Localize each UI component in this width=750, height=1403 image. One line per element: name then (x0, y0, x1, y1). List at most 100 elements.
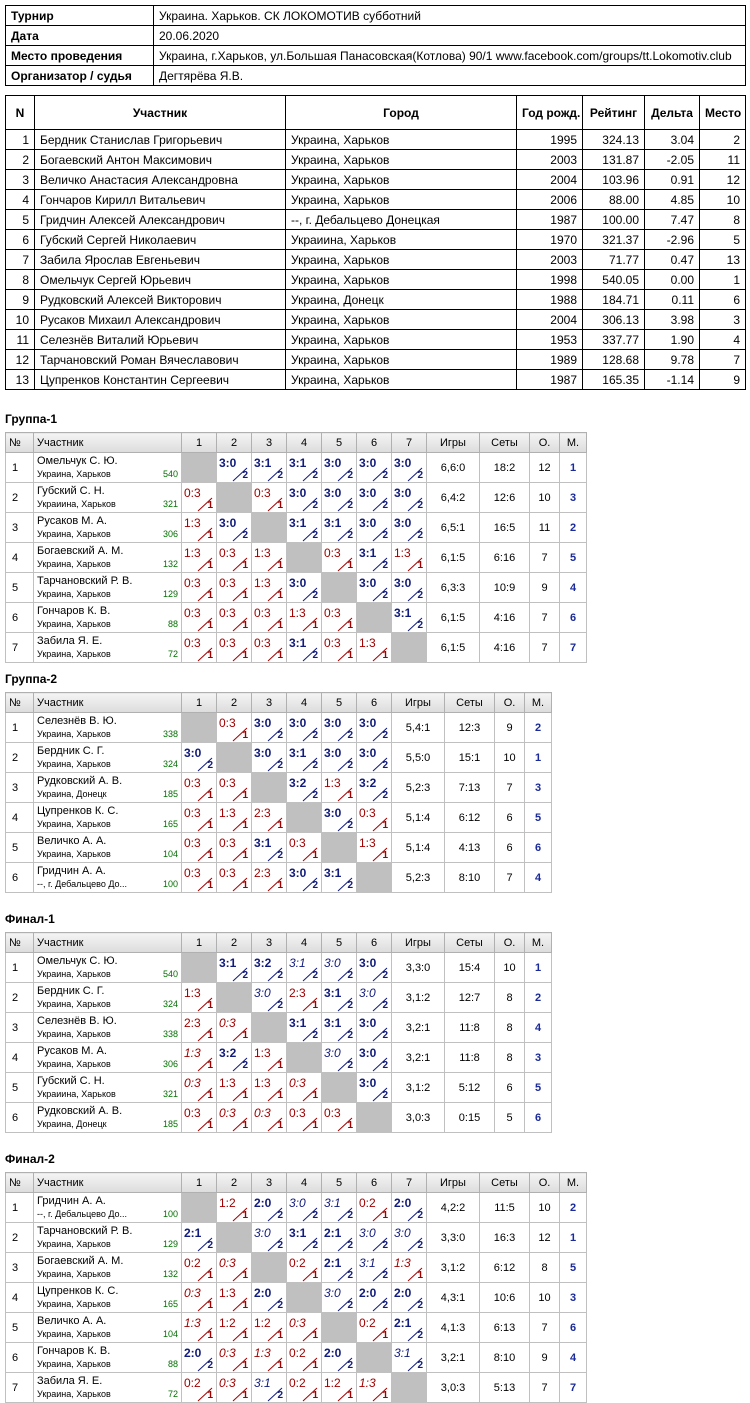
sets: 6:16 (479, 542, 530, 573)
total-points: 8 (494, 982, 525, 1013)
slash (372, 1327, 388, 1342)
player-cell: 13 (5, 369, 35, 390)
player-cell: Тарчановский Роман Вячеславович (34, 349, 286, 370)
city: Украина, Харьков (37, 1389, 111, 1399)
player: Рудковский А. В. Украина, Донецк 185 (33, 1102, 182, 1133)
player-cell: Украина, Харьков (285, 309, 517, 330)
result-row: 2 Бердник С. Г. Украина, Харьков 324 1:3 1 3:0… (5, 982, 552, 1013)
slash (372, 847, 388, 862)
row-number: 3 (5, 1252, 34, 1283)
score-cell: 3:0 2 (251, 712, 287, 743)
total-points: 7 (494, 772, 525, 803)
slash-line (407, 527, 423, 542)
diagonal-cell (216, 742, 252, 773)
diagonal-cell (181, 1192, 217, 1223)
column-header: 3 (251, 932, 287, 953)
match-points: 1 (207, 590, 213, 601)
score: 2:3 (184, 1016, 201, 1030)
column-header: Участник (34, 95, 286, 130)
result-row: 4 Русаков М. А. Украина, Харьков 306 1:3 1 3:2… (5, 1042, 552, 1073)
diagonal-cell (181, 452, 217, 483)
score: 3:0 (324, 1286, 341, 1300)
player-city: --, г. Дебальцево До... 100 (37, 1208, 178, 1220)
slash (267, 1117, 283, 1132)
slash (232, 1087, 248, 1102)
player-cell: Гридчин Алексей Александрович (34, 209, 286, 230)
slash (267, 1327, 283, 1342)
match-points: 2 (382, 730, 388, 741)
place: 1 (559, 452, 587, 483)
match-points: 2 (382, 1030, 388, 1041)
place: 1 (524, 742, 552, 773)
match-points: 2 (417, 590, 423, 601)
match-points: 1 (312, 850, 318, 861)
player-cell: 324.13 (582, 129, 645, 150)
match-points: 1 (312, 1000, 318, 1011)
player-cell: Украина, Донецк (285, 289, 517, 310)
total-points: 9 (494, 712, 525, 743)
slash-line (232, 967, 248, 982)
slash-line (267, 1087, 283, 1102)
city: Украина, Харьков (37, 1239, 111, 1249)
score-cell: 3:0 2 (356, 1042, 392, 1073)
match-points: 1 (312, 620, 318, 631)
column-header: 2 (216, 932, 252, 953)
sets: 15:1 (444, 742, 495, 773)
total-points: 10 (529, 1192, 560, 1223)
score-cell: 2:0 2 (181, 1342, 217, 1373)
column-header: № (5, 1172, 34, 1193)
group-table: № Участник 1 2 3 4 5 6 Игры Сеты О. М. 1 Селезнёв В. … (5, 692, 552, 893)
row-number: 4 (5, 802, 34, 833)
column-header: 2 (216, 1172, 252, 1193)
slash-line (267, 1327, 283, 1342)
score-cell: 0:3 1 (321, 542, 357, 573)
slash (302, 617, 318, 632)
slash-line (337, 1057, 353, 1072)
rating: 100 (162, 1209, 178, 1219)
column-header: 2 (216, 692, 252, 713)
total-points: 10 (529, 1282, 560, 1313)
score: 3:0 (359, 1226, 376, 1240)
city: Украина, Харьков (37, 1329, 111, 1339)
score-cell: 3:0 2 (391, 452, 427, 483)
player-cell: Украиина, Харьков (285, 229, 517, 250)
score-cell: 0:3 1 (321, 602, 357, 633)
player-name: Гончаров К. В. (37, 605, 111, 617)
match-points: 1 (277, 1330, 283, 1341)
slash (197, 997, 213, 1012)
score: 0:3 (359, 806, 376, 820)
match-points: 2 (277, 1390, 283, 1401)
slash-line (302, 1027, 318, 1042)
slash-line (372, 847, 388, 862)
match-points: 1 (207, 1270, 213, 1281)
slash (407, 497, 423, 512)
games: 6,5:1 (426, 512, 480, 543)
slash-line (337, 617, 353, 632)
player-cell: 71.77 (582, 249, 645, 270)
games: 3,3:0 (426, 1222, 480, 1253)
player-row: 11 Селезнёв Виталий Юрьевич Украина, Харьк… (5, 329, 746, 350)
group-title: Группа-2 (5, 672, 58, 686)
match-points: 1 (277, 820, 283, 831)
result-row: 1 Омельчук С. Ю. Украина, Харьков 540 3:1 2 3:… (5, 952, 552, 983)
score: 3:1 (394, 606, 412, 620)
column-header: Игры (426, 1172, 480, 1193)
rating: 324 (162, 759, 178, 769)
group-title: Финал-1 (5, 912, 55, 926)
slash-line (337, 817, 353, 832)
score: 1:3 (324, 776, 341, 790)
slash (232, 647, 248, 662)
match-points: 2 (347, 1360, 353, 1371)
player-cell: 5 (699, 229, 746, 250)
score: 3:0 (254, 716, 272, 730)
score-cell: 2:1 2 (181, 1222, 217, 1253)
slash-line (267, 647, 283, 662)
total-points: 7 (529, 1372, 560, 1403)
player-cell: Бердник Станислав Григорьевич (34, 129, 286, 150)
slash-line (302, 997, 318, 1012)
score: 3:2 (289, 776, 307, 790)
player-name: Забила Я. Е. (37, 635, 103, 647)
score-cell: 0:3 1 (181, 602, 217, 633)
score-cell: 3:2 2 (286, 772, 322, 803)
match-points: 2 (242, 470, 248, 481)
